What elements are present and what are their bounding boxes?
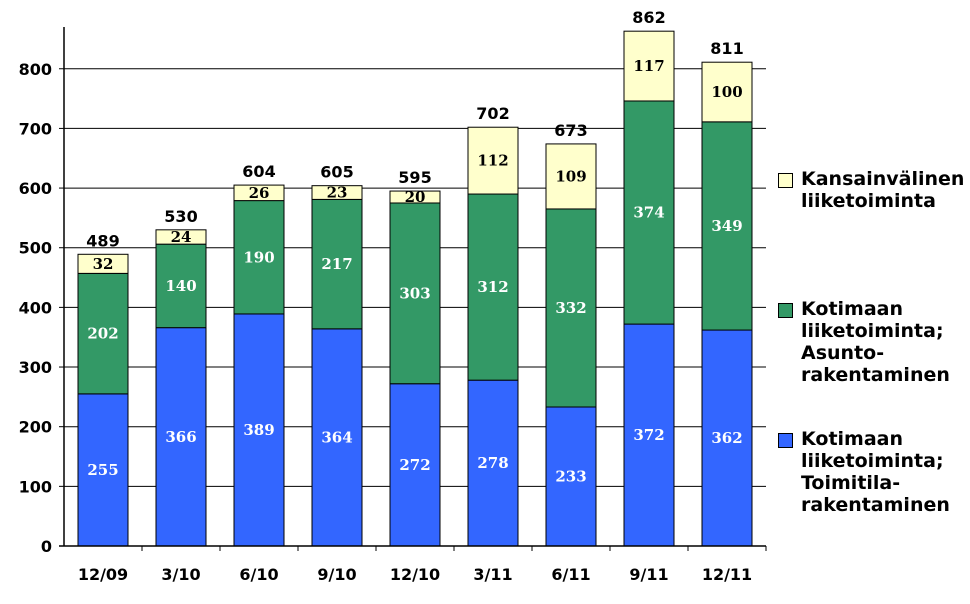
y-tick-label: 400: [19, 298, 52, 317]
segment-label-asunto: 349: [711, 217, 742, 235]
bar-segment-asunto: [623, 100, 675, 325]
total-label: 862: [632, 8, 665, 27]
x-tick-label: 3/10: [161, 565, 200, 584]
segment-label-kansainvalinen: 26: [249, 184, 270, 202]
bar-segment-asunto: [545, 208, 597, 408]
segment-label-asunto: 202: [87, 325, 118, 343]
bar-segment-toimitila: [467, 379, 519, 547]
segment-label-kansainvalinen: 23: [327, 184, 348, 202]
bar-segment-kansainvalinen: [233, 184, 285, 202]
segment-label-toimitila: 372: [633, 426, 664, 444]
x-tick-label: 9/11: [629, 565, 668, 584]
bar-segment-asunto: [155, 243, 207, 329]
bar-segment-toimitila: [389, 383, 441, 547]
bar-segment-kansainvalinen: [545, 143, 597, 210]
total-label: 702: [476, 104, 509, 123]
bar-segment-asunto: [311, 198, 363, 330]
x-tick-label: 12/11: [702, 565, 752, 584]
bars: [77, 30, 753, 547]
segment-label-toimitila: 389: [243, 421, 274, 439]
legend-swatch-asuntorakentaminen: [778, 303, 793, 318]
legend-label-toimitilarakentaminen: Kotimaan liiketoiminta; Toimitila- raken…: [801, 428, 950, 516]
bar-segment-asunto: [389, 202, 441, 385]
x-tick-label: 9/10: [317, 565, 356, 584]
bar-segment-asunto: [233, 200, 285, 315]
segment-label-kansainvalinen: 24: [171, 228, 192, 246]
segment-label-asunto: 140: [165, 277, 196, 295]
segment-label-kansainvalinen: 109: [555, 167, 586, 185]
segment-label-kansainvalinen: 112: [477, 152, 508, 170]
segment-label-toimitila: 233: [555, 468, 586, 486]
legend-item-kansainvalinen: Kansainvälinen liiketoiminta: [778, 168, 964, 212]
bar-segment-kansainvalinen: [77, 253, 129, 274]
legend: Kansainvälinen liiketoiminta Kotimaan li…: [778, 0, 968, 604]
y-tick-label: 300: [19, 358, 52, 377]
bar-segment-kansainvalinen: [389, 190, 441, 204]
total-label: 595: [398, 168, 431, 187]
y-tick-label: 200: [19, 418, 52, 437]
legend-item-toimitilarakentaminen: Kotimaan liiketoiminta; Toimitila- raken…: [778, 428, 950, 516]
legend-label-kansainvalinen: Kansainvälinen liiketoiminta: [801, 168, 965, 212]
bar-segment-asunto: [77, 272, 129, 395]
bar-segment-toimitila: [77, 393, 129, 547]
segment-label-asunto: 217: [321, 255, 352, 273]
segment-label-kansainvalinen: 100: [711, 83, 742, 101]
y-tick-label: 700: [19, 119, 52, 138]
segment-label-asunto: 190: [243, 248, 274, 266]
total-label: 530: [164, 207, 197, 226]
bar-segment-kansainvalinen: [311, 185, 363, 200]
bar-segment-kansainvalinen: [467, 126, 519, 195]
bar-segment-kansainvalinen: [155, 229, 207, 245]
bar-segment-toimitila: [701, 329, 753, 547]
y-tick-label: 0: [41, 537, 52, 556]
segment-label-asunto: 303: [399, 284, 430, 302]
y-tick-label: 100: [19, 477, 52, 496]
total-label: 604: [242, 162, 275, 181]
bar-segment-asunto: [701, 121, 753, 331]
bar-segment-toimitila: [233, 313, 285, 547]
segment-label-toimitila: 278: [477, 454, 508, 472]
legend-swatch-toimitilarakentaminen: [778, 433, 793, 448]
segment-label-kansainvalinen: 32: [93, 255, 114, 273]
segment-label-asunto: 374: [633, 204, 664, 222]
x-tick-label: 6/11: [551, 565, 590, 584]
segment-label-toimitila: 255: [87, 461, 118, 479]
total-label: 605: [320, 163, 353, 182]
x-tick-label: 12/09: [78, 565, 128, 584]
total-label: 489: [86, 231, 119, 250]
legend-item-asuntorakentaminen: Kotimaan liiketoiminta; Asunto- rakentam…: [778, 298, 950, 386]
bar-segment-kansainvalinen: [623, 30, 675, 102]
segment-label-kansainvalinen: 20: [405, 188, 426, 206]
x-tick-label: 3/11: [473, 565, 512, 584]
bar-segment-toimitila: [155, 327, 207, 547]
segment-label-toimitila: 362: [711, 429, 742, 447]
axes: 0 100 200 300 400 500 600 700 800 12/09 3/10 6/10 9/…: [19, 27, 767, 584]
total-label: 673: [554, 121, 587, 140]
y-tick-label: 800: [19, 60, 52, 79]
legend-swatch-kansainvalinen: [778, 173, 793, 188]
bar-segment-asunto: [467, 193, 519, 381]
y-tick-label: 500: [19, 239, 52, 258]
bar-segment-toimitila: [545, 406, 597, 547]
segment-label-toimitila: 272: [399, 456, 430, 474]
total-label: 811: [710, 39, 743, 58]
x-tick-label: 6/10: [239, 565, 278, 584]
labels: 255 202 32 489 366 140 24 530 389 190 26 604 364 217 2…: [86, 8, 743, 485]
segment-label-toimitila: 366: [165, 428, 196, 446]
segment-label-asunto: 332: [555, 299, 586, 317]
y-tick-label: 600: [19, 179, 52, 198]
legend-label-asuntorakentaminen: Kotimaan liiketoiminta; Asunto- rakentam…: [801, 298, 950, 386]
segment-label-kansainvalinen: 117: [633, 57, 664, 75]
bar-segment-kansainvalinen: [701, 61, 753, 123]
segment-label-asunto: 312: [477, 278, 508, 296]
x-tick-label: 12/10: [390, 565, 440, 584]
segment-label-toimitila: 364: [321, 428, 352, 446]
